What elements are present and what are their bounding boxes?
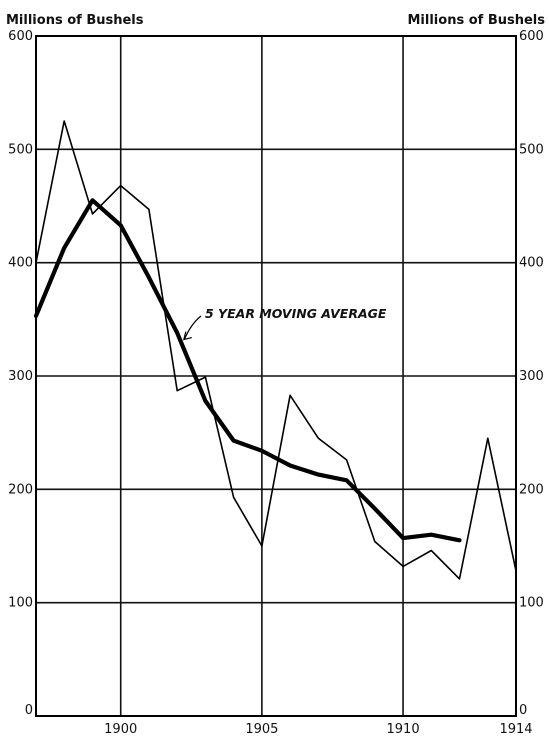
right-axis-unit-label: Millions of Bushels <box>408 13 546 28</box>
plot-frame <box>35 35 517 717</box>
y-tick-label-right-100: 100 <box>519 596 544 611</box>
series-group <box>33 120 517 580</box>
moving-average-line <box>33 198 462 543</box>
annotations: 5 YEAR MOVING AVERAGE <box>182 306 387 341</box>
y-tick-label-right-300: 300 <box>519 369 544 384</box>
x-tick-label-1900: 1900 <box>104 722 137 737</box>
y-tick-label-right-400: 400 <box>519 256 544 271</box>
y-tick-label-right-0: 0 <box>519 703 527 718</box>
annotation-arrowhead <box>182 331 192 341</box>
tick-labels: 0 0 100 100 200 200 300 300 400 400 500 500 600 600 19… <box>8 29 544 737</box>
y-tick-label-left-0: 0 <box>25 703 33 718</box>
y-tick-label-right-600: 600 <box>519 29 544 44</box>
grid <box>36 36 516 716</box>
x-tick-label-1910: 1910 <box>387 722 420 737</box>
x-tick-label-1914: 1914 <box>499 722 532 737</box>
y-tick-label-right-500: 500 <box>519 142 544 157</box>
annotation-pointer <box>184 315 202 339</box>
axes <box>35 35 517 717</box>
y-tick-label-left-400: 400 <box>8 256 33 271</box>
y-tick-label-left-100: 100 <box>8 596 33 611</box>
y-tick-label-left-500: 500 <box>8 142 33 157</box>
y-tick-label-right-200: 200 <box>519 482 544 497</box>
annotation-label: 5 YEAR MOVING AVERAGE <box>205 306 387 321</box>
y-tick-label-left-200: 200 <box>8 482 33 497</box>
x-tick-label-1905: 1905 <box>245 722 278 737</box>
annual-value-line <box>35 120 517 580</box>
left-axis-unit-label: Millions of Bushels <box>6 13 144 28</box>
y-tick-label-left-600: 600 <box>8 29 33 44</box>
y-tick-label-left-300: 300 <box>8 369 33 384</box>
